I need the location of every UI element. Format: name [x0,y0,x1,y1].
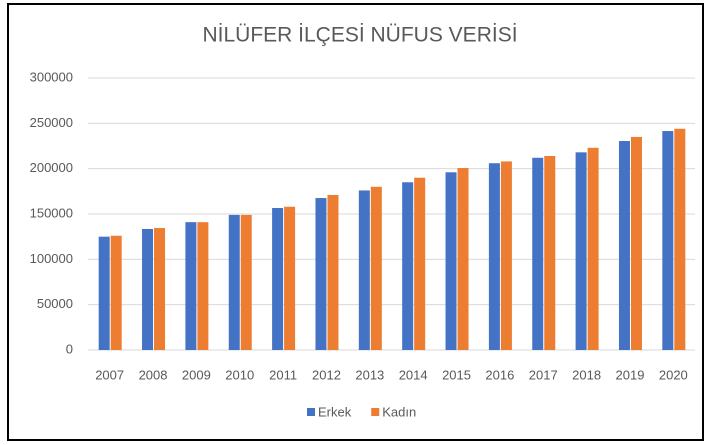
x-tick-label: 2008 [139,367,168,382]
bar [662,131,674,350]
bar [272,208,284,350]
legend-swatch [371,408,380,416]
x-tick-label: 2010 [225,367,254,382]
bar [315,198,327,350]
x-tick-label: 2012 [312,367,341,382]
bar [284,206,296,350]
x-tick-label: 2013 [355,367,384,382]
legend-label: Kadın [382,404,416,419]
bar [402,182,414,350]
bar [674,128,686,350]
bar [327,194,339,350]
chart-title: NİLÜFER İLÇESİ NÜFUS VERİSİ [202,24,517,47]
bar [500,161,512,350]
y-tick-label: 300000 [30,69,73,84]
bar [414,177,426,350]
bar [110,235,122,350]
bar [154,228,166,350]
bar [457,168,469,350]
y-tick-label: 100000 [30,251,73,266]
bar [358,190,370,350]
bar [532,157,544,350]
bar [587,147,599,350]
x-tick-label: 2007 [95,367,124,382]
x-tick-label: 2014 [399,367,428,382]
bar [370,186,382,350]
bar [575,152,587,350]
y-tick-label: 250000 [30,115,73,130]
chart-border [7,3,704,441]
bar [228,214,240,350]
bar [240,214,252,350]
bar [618,141,630,350]
x-tick-label: 2011 [269,367,297,382]
bar [544,155,556,350]
legend-swatch [307,408,315,416]
y-tick-label: 50000 [37,296,73,311]
bar [197,222,209,350]
x-tick-label: 2020 [659,367,688,382]
bar [630,136,642,350]
bar [98,236,110,350]
x-tick-label: 2017 [529,367,558,382]
x-tick-label: 2009 [182,367,211,382]
y-tick-label: 0 [66,341,73,356]
bar [185,222,197,350]
x-tick-label: 2018 [572,367,601,382]
bar [488,163,500,350]
x-tick-label: 2019 [616,367,645,382]
x-tick-label: 2016 [485,367,514,382]
x-tick-label: 2015 [442,367,471,382]
legend-label: Erkek [318,404,352,419]
y-tick-label: 200000 [30,160,73,175]
y-tick-label: 150000 [30,205,73,220]
bar [445,172,457,350]
bar [142,228,154,350]
